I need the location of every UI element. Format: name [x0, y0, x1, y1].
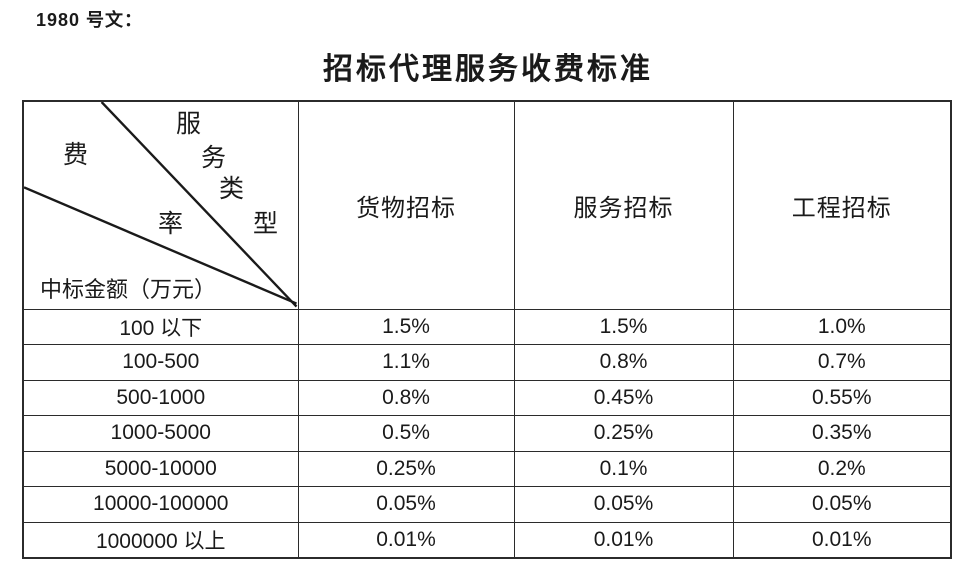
corner-service-type-char-1: 服: [176, 111, 202, 138]
cell-value: 0.01%: [732, 521, 952, 558]
cell-value: 0.7%: [732, 344, 952, 381]
row-range: 1000000 以上: [22, 521, 299, 558]
row-range: 5000-10000: [22, 450, 299, 487]
fee-table: 服 务 类 型 费 率 中标金额（万元） 货物招标 服务招标 工程招标 100 …: [22, 100, 952, 559]
cell-value: 1.1%: [297, 344, 515, 381]
corner-amount-label: 中标金额（万元）: [40, 277, 217, 302]
table-row: 1000000 以上 0.01% 0.01% 0.01%: [22, 521, 952, 558]
corner-service-type-char-4: 型: [253, 211, 279, 238]
cell-value: 0.01%: [513, 521, 734, 558]
cell-value: 0.1%: [513, 450, 734, 487]
cell-value: 1.0%: [732, 308, 952, 345]
row-range: 100 以下: [22, 308, 299, 345]
cell-value: 0.05%: [732, 486, 952, 523]
cell-value: 0.55%: [732, 379, 952, 416]
cell-value: 1.5%: [513, 308, 734, 345]
cell-value: 0.05%: [513, 486, 734, 523]
row-range: 10000-100000: [22, 486, 299, 523]
column-header-engineering-bidding: 工程招标: [732, 100, 952, 310]
doc-number: 1980 号文：: [36, 10, 144, 30]
table-row: 10000-100000 0.05% 0.05% 0.05%: [22, 486, 952, 523]
cell-value: 0.8%: [297, 379, 515, 416]
table-row: 1000-5000 0.5% 0.25% 0.35%: [22, 415, 952, 452]
table-row: 100 以下 1.5% 1.5% 1.0%: [22, 308, 952, 345]
cell-value: 0.25%: [297, 450, 515, 487]
diagonal-divider-lines: [24, 102, 297, 308]
table-header-row: 服 务 类 型 费 率 中标金额（万元） 货物招标 服务招标 工程招标: [22, 100, 952, 310]
cell-value: 0.8%: [513, 344, 734, 381]
cell-value: 0.05%: [297, 486, 515, 523]
corner-service-type-char-2: 务: [201, 145, 227, 172]
row-range: 100-500: [22, 344, 299, 381]
cell-value: 0.25%: [513, 415, 734, 452]
row-range: 500-1000: [22, 379, 299, 416]
page-title: 招标代理服务收费标准: [323, 53, 653, 86]
cell-value: 0.45%: [513, 379, 734, 416]
corner-rate-char-1: 费: [63, 142, 89, 169]
cell-value: 0.2%: [732, 450, 952, 487]
cell-value: 0.01%: [297, 521, 515, 558]
corner-rate-char-2: 率: [158, 211, 184, 238]
table-row: 100-500 1.1% 0.8% 0.7%: [22, 344, 952, 381]
column-header-goods-bidding: 货物招标: [297, 100, 515, 310]
table-row: 5000-10000 0.25% 0.1% 0.2%: [22, 450, 952, 487]
corner-service-type-char-3: 类: [219, 176, 245, 203]
row-range: 1000-5000: [22, 415, 299, 452]
column-header-service-bidding: 服务招标: [513, 100, 734, 310]
cell-value: 1.5%: [297, 308, 515, 345]
cell-value: 0.35%: [732, 415, 952, 452]
table-row: 500-1000 0.8% 0.45% 0.55%: [22, 379, 952, 416]
cell-value: 0.5%: [297, 415, 515, 452]
diagonal-header-cell: 服 务 类 型 费 率 中标金额（万元）: [22, 100, 299, 310]
